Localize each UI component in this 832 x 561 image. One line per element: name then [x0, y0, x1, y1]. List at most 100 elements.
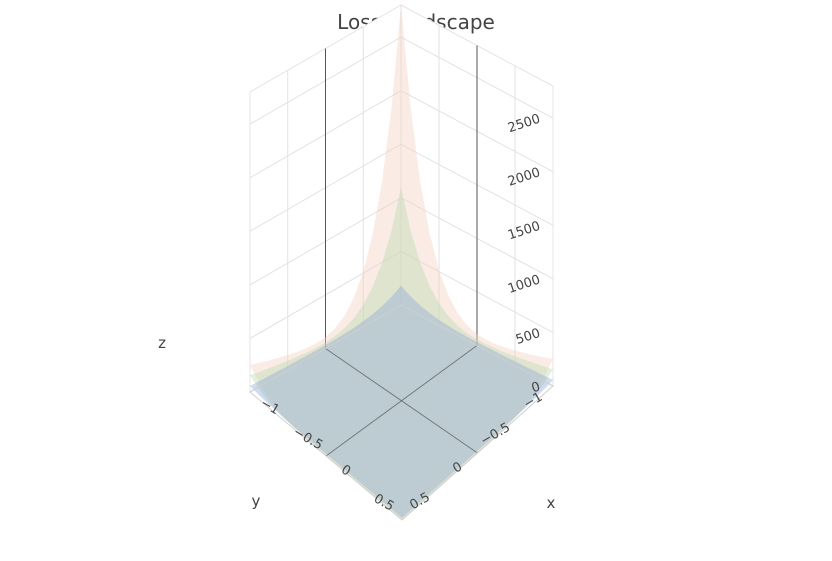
- surface-cell: [363, 465, 383, 481]
- surface-cell: [392, 488, 412, 504]
- surface-cell: [354, 360, 373, 374]
- surface-cell: [420, 449, 440, 464]
- surface-cell: [344, 378, 364, 392]
- surface-cell: [383, 493, 402, 510]
- surface-cell: [439, 445, 459, 461]
- surface-cell: [372, 334, 392, 348]
- surface-cell: [363, 465, 383, 481]
- surface-cell: [467, 421, 487, 437]
- surface-cell: [486, 378, 506, 392]
- surface-cell: [505, 375, 525, 389]
- grid-line: [249, 250, 554, 339]
- surface-cell: [306, 390, 326, 405]
- surface-cell: [420, 285, 439, 317]
- surface-cell: [410, 372, 430, 387]
- surface-cell: [477, 386, 497, 400]
- surface-cell: [344, 418, 364, 434]
- surface-cell: [401, 230, 420, 285]
- surface-cell: [420, 366, 440, 380]
- surface-cell: [439, 335, 459, 352]
- surface-cell: [316, 439, 336, 454]
- surface-cell: [316, 383, 336, 398]
- surface-cell: [392, 485, 412, 502]
- surface-cell: [439, 460, 459, 476]
- surface-cell: [363, 405, 383, 420]
- surface-cell: [391, 360, 411, 375]
- surface-cell: [410, 334, 430, 347]
- surface-cell: [382, 392, 402, 406]
- surface-cell: [420, 434, 440, 450]
- surface-cell: [325, 377, 345, 391]
- surface-cell: [392, 414, 412, 429]
- surface-cell: [410, 345, 430, 360]
- surface-cell: [411, 427, 431, 443]
- surface-cell: [335, 440, 355, 455]
- surface-cell: [420, 316, 440, 337]
- surface-cell: [297, 395, 317, 411]
- surface-cell: [306, 359, 326, 375]
- surface-cell: [496, 396, 516, 412]
- surface-cell: [458, 360, 478, 376]
- surface-cell: [278, 365, 298, 380]
- surface-cell: [373, 398, 393, 413]
- surface-cell: [363, 450, 383, 466]
- surface-cell: [458, 362, 478, 375]
- surface-cell: [429, 270, 449, 314]
- surface-cell: [335, 456, 355, 472]
- surface-cell: [391, 261, 411, 303]
- surface-cell: [382, 419, 402, 434]
- surface-cell: [524, 385, 544, 400]
- surface-cell: [287, 386, 307, 402]
- surface-cell: [325, 352, 345, 365]
- surface-cell: [363, 419, 383, 434]
- surface-cell: [325, 328, 345, 348]
- surface-cell: [410, 386, 430, 400]
- surface-cell: [363, 286, 383, 318]
- surface-cell: [515, 394, 535, 409]
- surface-cell: [401, 106, 420, 230]
- surface-cell: [467, 367, 487, 382]
- surface-cell: [477, 359, 497, 373]
- surface-cell: [524, 363, 544, 381]
- surface-cell: [430, 424, 449, 440]
- surface-cell: [297, 364, 317, 380]
- surface-cell: [477, 429, 497, 445]
- surface-cell: [505, 402, 525, 418]
- surface-cell: [401, 337, 421, 354]
- surface-cell: [467, 409, 487, 424]
- surface-cell: [486, 405, 506, 421]
- surface-cell: [429, 372, 449, 386]
- surface-cell: [467, 394, 487, 408]
- surface-cell: [382, 328, 402, 351]
- surface-cell: [420, 339, 440, 353]
- surface-cell: [363, 450, 383, 466]
- surface-cell: [335, 339, 354, 358]
- surface-cell: [496, 397, 516, 412]
- surface-cell: [335, 411, 355, 426]
- surface-cell: [420, 379, 440, 393]
- surface-cell: [344, 353, 364, 366]
- surface-cell: [467, 334, 487, 352]
- surface-cell: [420, 432, 440, 447]
- surface-cell: [410, 386, 430, 401]
- surface-cell: [534, 357, 553, 379]
- surface-cell: [316, 398, 336, 413]
- back-walls: [249, 4, 554, 393]
- surface-cell: [411, 398, 430, 412]
- surface-cell: [448, 370, 468, 384]
- surface-cell: [344, 449, 364, 465]
- surface-cell: [372, 340, 392, 359]
- surface-cell: [345, 462, 364, 478]
- surface-cell: [429, 371, 449, 386]
- surface-cell: [373, 472, 393, 489]
- surface-cell: [382, 478, 402, 494]
- surface-cell: [429, 358, 449, 371]
- surface-cell: [306, 418, 326, 434]
- surface-cell: [363, 433, 383, 448]
- surface-cell: [448, 356, 468, 370]
- surface-cell: [496, 380, 516, 396]
- surface-cell: [325, 420, 345, 435]
- surface-cell: [477, 372, 497, 387]
- surface-cell: [372, 359, 392, 373]
